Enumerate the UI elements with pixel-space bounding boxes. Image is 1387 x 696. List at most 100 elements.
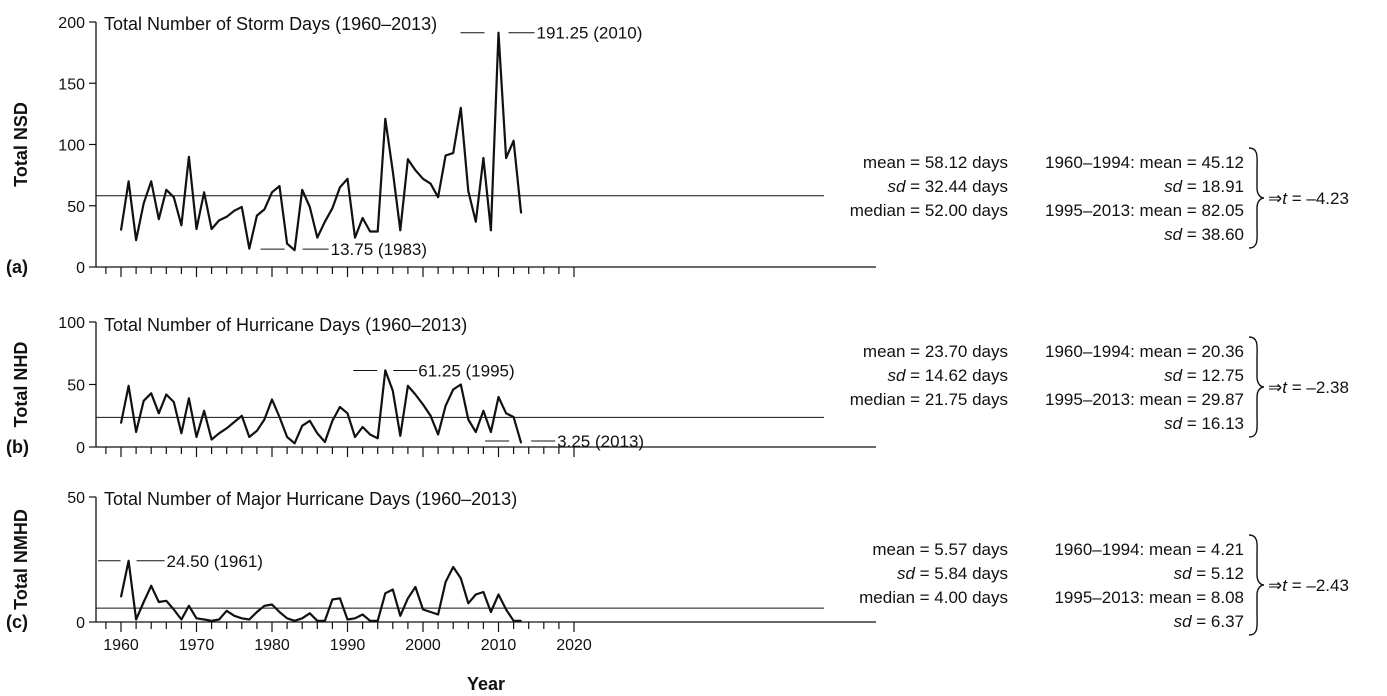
data-point — [331, 420, 333, 422]
data-point — [422, 608, 424, 611]
data-point — [369, 433, 371, 436]
data-point — [256, 214, 258, 217]
data-point — [497, 396, 500, 398]
min-annotation: 13.75 (1983) — [331, 240, 427, 259]
data-point — [460, 107, 462, 109]
data-point — [188, 156, 190, 158]
x-tick-label: 2010 — [481, 637, 517, 654]
data-point — [233, 421, 235, 423]
data-point — [309, 206, 311, 208]
data-point — [211, 438, 213, 441]
data-point — [294, 249, 296, 251]
data-point — [218, 432, 220, 434]
period2-sd: sd = 38.60 — [1164, 225, 1244, 244]
data-point — [127, 385, 130, 387]
panel-title: Total Number of Hurricane Days (1960–201… — [104, 315, 467, 335]
panel-a: 0 50 100 150 200 Total NSD (a) Total Number of … — [6, 14, 1349, 277]
data-point — [346, 412, 349, 414]
x-tick-label: 2020 — [556, 637, 592, 654]
data-point — [384, 118, 386, 120]
data-point — [241, 206, 243, 208]
period1-sd: sd = 5.12 — [1174, 564, 1244, 583]
t-symbol: t — [1282, 378, 1288, 397]
data-point — [195, 436, 198, 438]
data-point — [150, 180, 152, 182]
y-tick-label: 50 — [67, 199, 85, 216]
data-point — [286, 617, 288, 619]
data-point — [520, 212, 522, 214]
period2-mean: 1995–2013: mean = 8.08 — [1054, 588, 1244, 607]
data-point — [294, 620, 296, 622]
y-tick-label: 100 — [58, 315, 85, 332]
y-axis-label: Total NHD — [11, 342, 31, 428]
t-symbol: t — [1282, 189, 1288, 208]
y-tick-label: 0 — [76, 440, 85, 457]
data-point — [490, 611, 492, 613]
max-annotation: 191.25 (2010) — [537, 24, 643, 43]
series-line — [119, 369, 523, 445]
data-point — [331, 207, 333, 209]
data-point — [158, 601, 160, 603]
curly-brace — [1248, 336, 1265, 438]
data-point — [497, 32, 500, 34]
data-point — [248, 248, 250, 250]
data-point — [143, 400, 145, 402]
data-point — [316, 620, 318, 622]
data-point — [513, 620, 515, 622]
data-point — [354, 617, 356, 619]
data-point — [195, 617, 198, 619]
data-point — [392, 390, 394, 392]
x-tick-label: 1970 — [179, 637, 215, 654]
data-point — [324, 620, 326, 622]
implies-arrow: ⇒ — [1268, 378, 1282, 397]
data-point — [248, 618, 250, 621]
data-point — [120, 596, 122, 598]
data-point — [165, 393, 167, 396]
data-point — [233, 615, 235, 617]
t-test-result: ⇒t = –2.38 — [1268, 378, 1349, 397]
y-axis-label: Total NMHD — [11, 509, 31, 610]
data-point — [445, 405, 447, 407]
data-point — [301, 425, 303, 427]
panel-label: (c) — [6, 612, 28, 632]
panel-c: 0 50 1960 1970 1980 1990 2000 2010 2020 Year Total… — [6, 489, 1349, 694]
curly-brace — [1248, 147, 1265, 249]
data-point — [127, 560, 130, 562]
data-point — [271, 398, 273, 401]
data-point — [497, 593, 500, 596]
data-point — [263, 418, 266, 421]
data-point — [482, 157, 484, 159]
data-point — [301, 189, 303, 191]
sd-value: = 16.13 — [1182, 414, 1244, 433]
data-point — [407, 385, 409, 387]
data-point — [482, 410, 484, 412]
panel-b: 0 50 100 Total NHD (b) Total Number of Hurric… — [6, 315, 1349, 457]
data-point — [233, 210, 235, 212]
data-point — [399, 229, 401, 231]
data-point — [475, 221, 477, 223]
data-point — [399, 615, 401, 617]
implies-arrow: ⇒ — [1268, 576, 1282, 595]
data-point — [392, 588, 394, 591]
y-axis-label: Total NSD — [11, 102, 31, 187]
data-point — [520, 620, 522, 622]
stat-sd: sd = 5.84 days — [897, 564, 1008, 583]
period1-mean: 1960–1994: mean = 45.12 — [1045, 153, 1244, 172]
data-point — [203, 410, 205, 412]
data-point — [256, 430, 258, 432]
data-point — [309, 612, 311, 614]
y-tick-label: 50 — [67, 490, 85, 507]
data-point — [143, 601, 145, 603]
sd-symbol: sd — [897, 564, 916, 583]
data-point — [143, 202, 145, 204]
data-point — [278, 611, 281, 613]
data-point — [505, 157, 507, 159]
stat-median: median = 4.00 days — [859, 588, 1008, 607]
period1-mean: 1960–1994: mean = 4.21 — [1054, 540, 1244, 559]
period2-mean: 1995–2013: mean = 29.87 — [1045, 390, 1244, 409]
data-point — [150, 392, 152, 394]
sd-value: = 32.44 days — [905, 177, 1008, 196]
data-point — [407, 158, 409, 160]
sd-value: = 38.60 — [1182, 225, 1244, 244]
data-point — [429, 415, 432, 417]
